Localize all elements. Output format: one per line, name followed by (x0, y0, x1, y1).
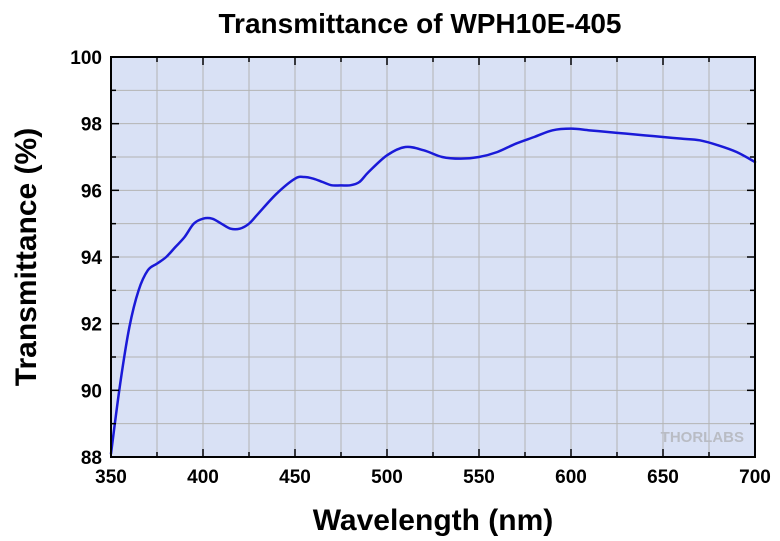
axis-ticks (110, 56, 756, 458)
x-tick-label: 400 (187, 467, 219, 488)
x-tick-label: 500 (371, 467, 403, 488)
y-tick-label: 90 (81, 381, 102, 402)
y-tick-label: 94 (81, 248, 103, 269)
y-tick-label: 100 (70, 48, 102, 69)
y-axis-title: Transmittance (%) (10, 128, 43, 386)
x-tick-labels: 350 400 450 500 550 600 650 700 (95, 467, 771, 488)
x-tick-label: 450 (279, 467, 311, 488)
x-axis-title: Wavelength (nm) (313, 504, 554, 537)
x-tick-label: 700 (739, 467, 771, 488)
watermark-text: THORLABS (661, 429, 744, 446)
y-tick-label: 98 (81, 115, 102, 136)
thorlabs-watermark: THORLABS (661, 429, 744, 446)
x-tick-label: 550 (463, 467, 495, 488)
chart-title: Transmittance of WPH10E-405 (218, 8, 621, 39)
x-tick-label: 350 (95, 467, 127, 488)
x-tick-label: 650 (647, 467, 679, 488)
y-tick-label: 92 (81, 315, 102, 336)
y-tick-labels: 88 90 92 94 96 98 100 (70, 48, 102, 469)
y-tick-label: 88 (81, 448, 102, 469)
x-tick-label: 600 (555, 467, 587, 488)
y-tick-label: 96 (81, 181, 102, 202)
series-line-transmittance (109, 127, 757, 455)
